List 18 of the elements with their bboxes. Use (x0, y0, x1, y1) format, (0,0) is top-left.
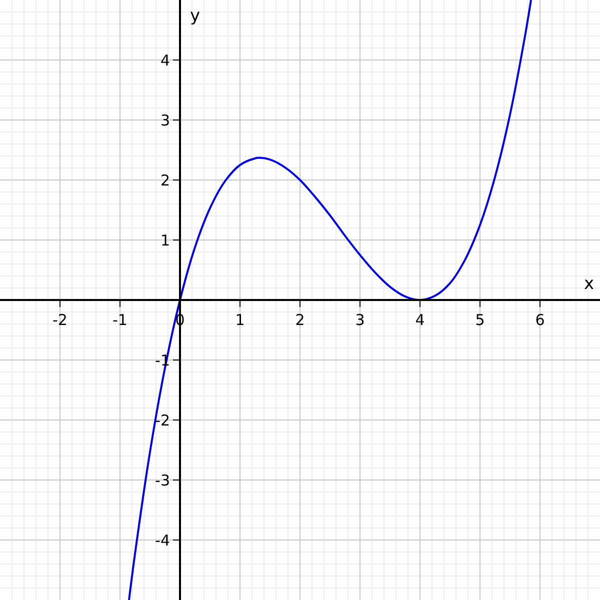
x-tick-label: -1 (112, 311, 128, 329)
x-tick-label: -2 (52, 311, 68, 329)
y-tick-label: 1 (160, 231, 170, 250)
y-tick-label: 3 (160, 111, 170, 130)
x-tick-label: 1 (235, 311, 245, 329)
y-axis-title: y (190, 6, 200, 26)
line-series (128, 0, 532, 600)
y-tick-label: -4 (155, 531, 170, 550)
x-tick-label: 4 (415, 311, 425, 329)
x-tick-label: 6 (535, 311, 545, 329)
y-tick-label: 2 (160, 171, 170, 190)
x-tick-label: 3 (355, 311, 365, 329)
x-tick-label: 5 (475, 311, 485, 329)
x-tick-label: 2 (295, 311, 305, 329)
y-tick-label: 4 (160, 51, 170, 70)
y-tick-label: -3 (155, 471, 170, 490)
y-tick-label: -2 (155, 411, 170, 430)
x-axis-title: x (584, 274, 594, 294)
